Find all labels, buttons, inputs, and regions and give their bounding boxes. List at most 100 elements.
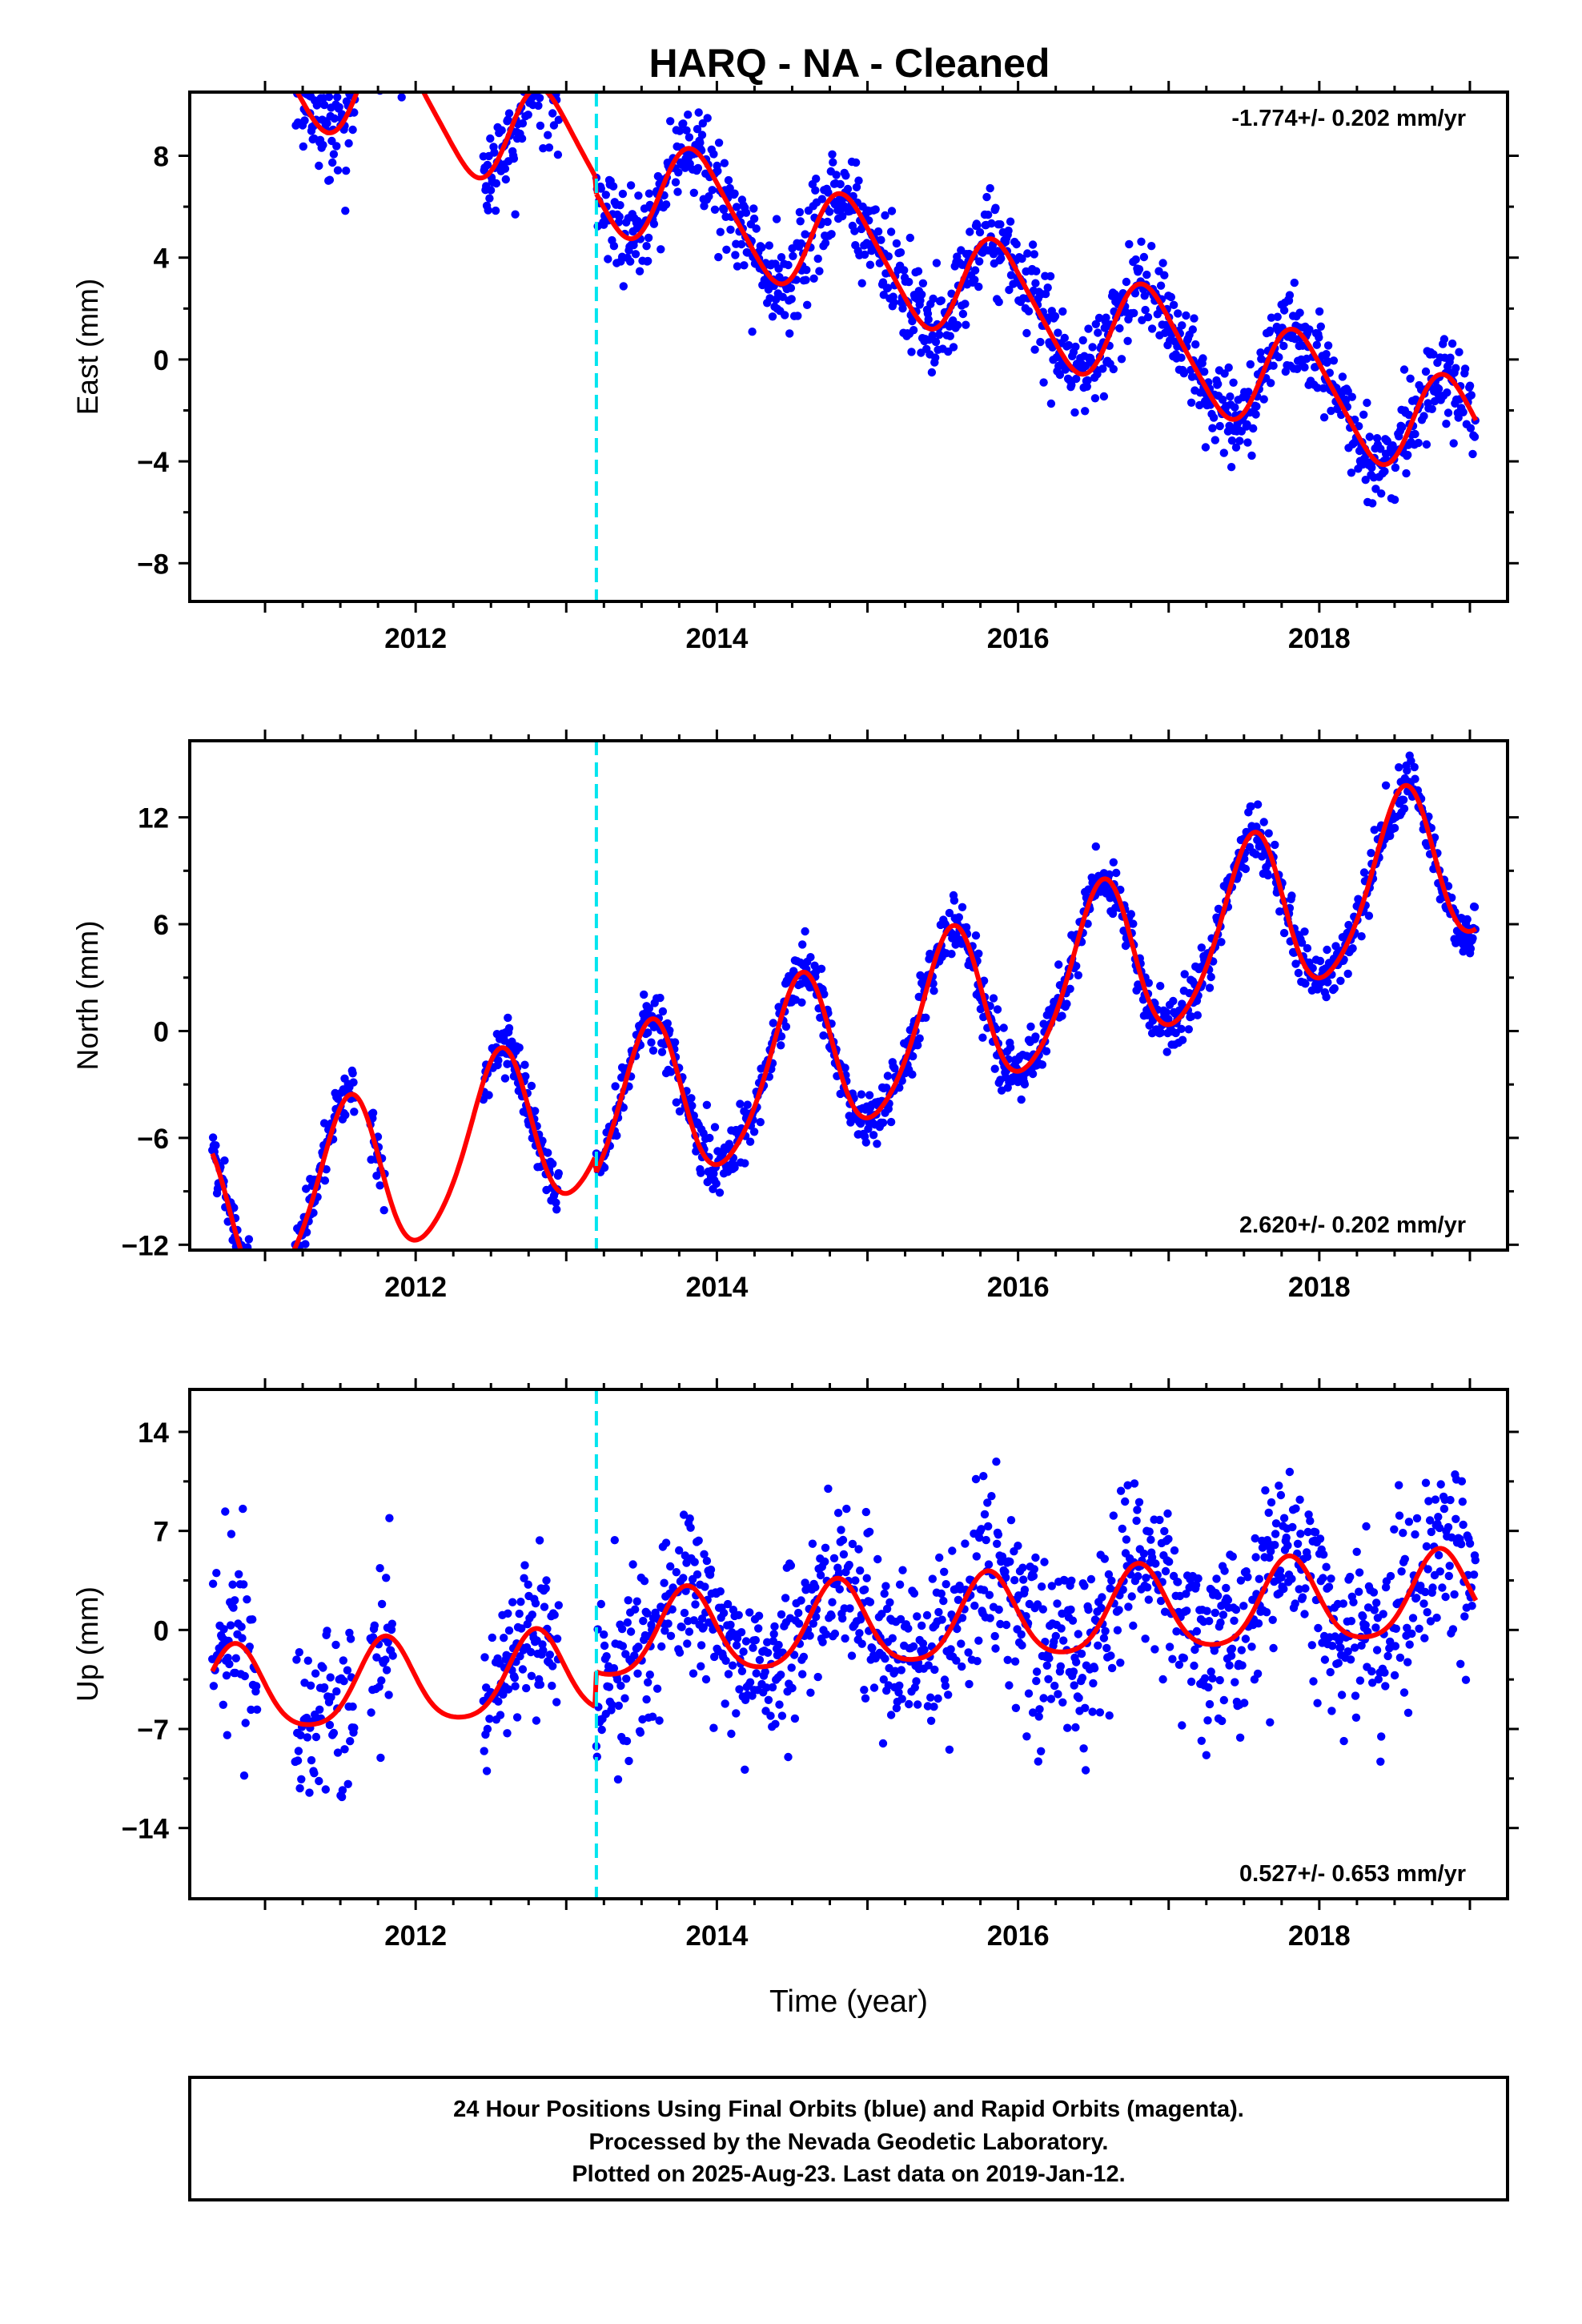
data-point — [648, 1712, 657, 1721]
data-point — [909, 1642, 918, 1651]
data-point — [1205, 1699, 1215, 1709]
data-point — [839, 1550, 849, 1559]
data-point — [1399, 365, 1409, 374]
data-point — [1279, 1584, 1288, 1594]
data-point — [1411, 429, 1419, 439]
data-point — [307, 1755, 316, 1765]
data-point — [898, 1566, 907, 1574]
data-point — [1060, 333, 1070, 343]
data-point — [880, 1589, 889, 1598]
data-point — [239, 1271, 247, 1279]
data-point — [827, 1611, 836, 1620]
data-point — [1083, 376, 1092, 385]
data-point — [602, 1652, 611, 1661]
data-point — [861, 1694, 870, 1703]
data-point — [350, 108, 359, 117]
data-point — [845, 1560, 853, 1570]
caption-line-1: 24 Hour Positions Using Final Orbits (bl… — [453, 2097, 1244, 2122]
data-point — [962, 923, 971, 932]
data-point — [1355, 1587, 1363, 1596]
data-point — [1020, 1080, 1030, 1089]
data-point — [1099, 1634, 1109, 1642]
data-point — [241, 1268, 249, 1276]
data-point — [801, 230, 809, 239]
data-point — [961, 300, 970, 308]
data-point — [798, 1670, 807, 1679]
data-point — [697, 1168, 705, 1177]
data-point — [521, 1072, 530, 1081]
data-point — [1324, 1582, 1334, 1591]
data-point — [1178, 1721, 1186, 1730]
data-point — [1030, 250, 1039, 259]
data-point — [631, 250, 640, 259]
x-tick-label: 2012 — [384, 1272, 447, 1303]
data-point — [869, 1131, 878, 1140]
data-point — [1414, 438, 1423, 448]
data-point — [228, 1580, 237, 1589]
data-point — [1406, 374, 1415, 383]
data-point — [1376, 1757, 1385, 1766]
data-point — [895, 1084, 904, 1092]
data-point — [990, 1064, 999, 1073]
data-point — [211, 1141, 220, 1150]
data-point — [828, 1598, 837, 1606]
data-point — [1017, 1095, 1026, 1104]
data-point — [1079, 1744, 1088, 1753]
data-point — [1194, 1574, 1203, 1583]
data-point — [1156, 1596, 1166, 1606]
data-point — [1446, 1495, 1455, 1505]
data-point — [1395, 1481, 1403, 1490]
data-point — [1271, 840, 1279, 850]
data-point — [1403, 766, 1411, 775]
data-point — [1275, 1482, 1283, 1490]
x-tick-label: 2018 — [1288, 623, 1351, 654]
data-point — [1426, 1617, 1435, 1626]
data-point — [367, 47, 375, 55]
data-point — [1203, 1716, 1212, 1725]
data-point — [1363, 1627, 1372, 1636]
data-point — [303, 1733, 312, 1742]
data-point — [295, 1648, 303, 1657]
data-point — [1365, 432, 1375, 441]
data-point — [515, 1043, 524, 1052]
data-point — [1269, 1643, 1278, 1653]
data-point — [971, 931, 981, 940]
data-point — [877, 1610, 886, 1618]
data-point — [1147, 1553, 1157, 1562]
y-tick-label: 4 — [154, 243, 170, 275]
data-point — [244, 1295, 252, 1303]
data-point — [1435, 1567, 1445, 1576]
data-point — [797, 239, 805, 248]
data-point — [949, 343, 958, 352]
data-point — [1303, 1527, 1312, 1537]
data-point — [554, 1168, 563, 1178]
data-point — [1465, 1539, 1475, 1548]
y-tick-label: 12 — [138, 803, 169, 834]
data-point — [947, 950, 956, 959]
data-point — [788, 1683, 797, 1693]
data-point — [635, 267, 644, 275]
data-point — [348, 1702, 357, 1711]
data-point — [1367, 849, 1375, 858]
data-point — [644, 189, 654, 198]
data-point — [1160, 271, 1169, 279]
data-point — [1113, 1626, 1122, 1634]
data-point — [1134, 265, 1144, 274]
data-point — [1083, 919, 1092, 928]
data-point — [835, 1585, 845, 1594]
data-point — [1254, 1619, 1263, 1628]
data-point — [379, 41, 387, 49]
data-point — [1023, 249, 1032, 258]
data-point — [1039, 1694, 1048, 1703]
data-point — [953, 320, 962, 330]
data-point — [1295, 1585, 1303, 1594]
data-point — [1070, 1681, 1078, 1690]
data-point — [821, 1630, 831, 1639]
data-point — [850, 227, 859, 235]
data-point — [1216, 1618, 1225, 1627]
data-point — [1259, 395, 1268, 404]
data-point — [1322, 350, 1331, 359]
data-point — [878, 278, 888, 287]
y-tick-label: −12 — [122, 1230, 169, 1261]
data-point — [722, 245, 731, 254]
